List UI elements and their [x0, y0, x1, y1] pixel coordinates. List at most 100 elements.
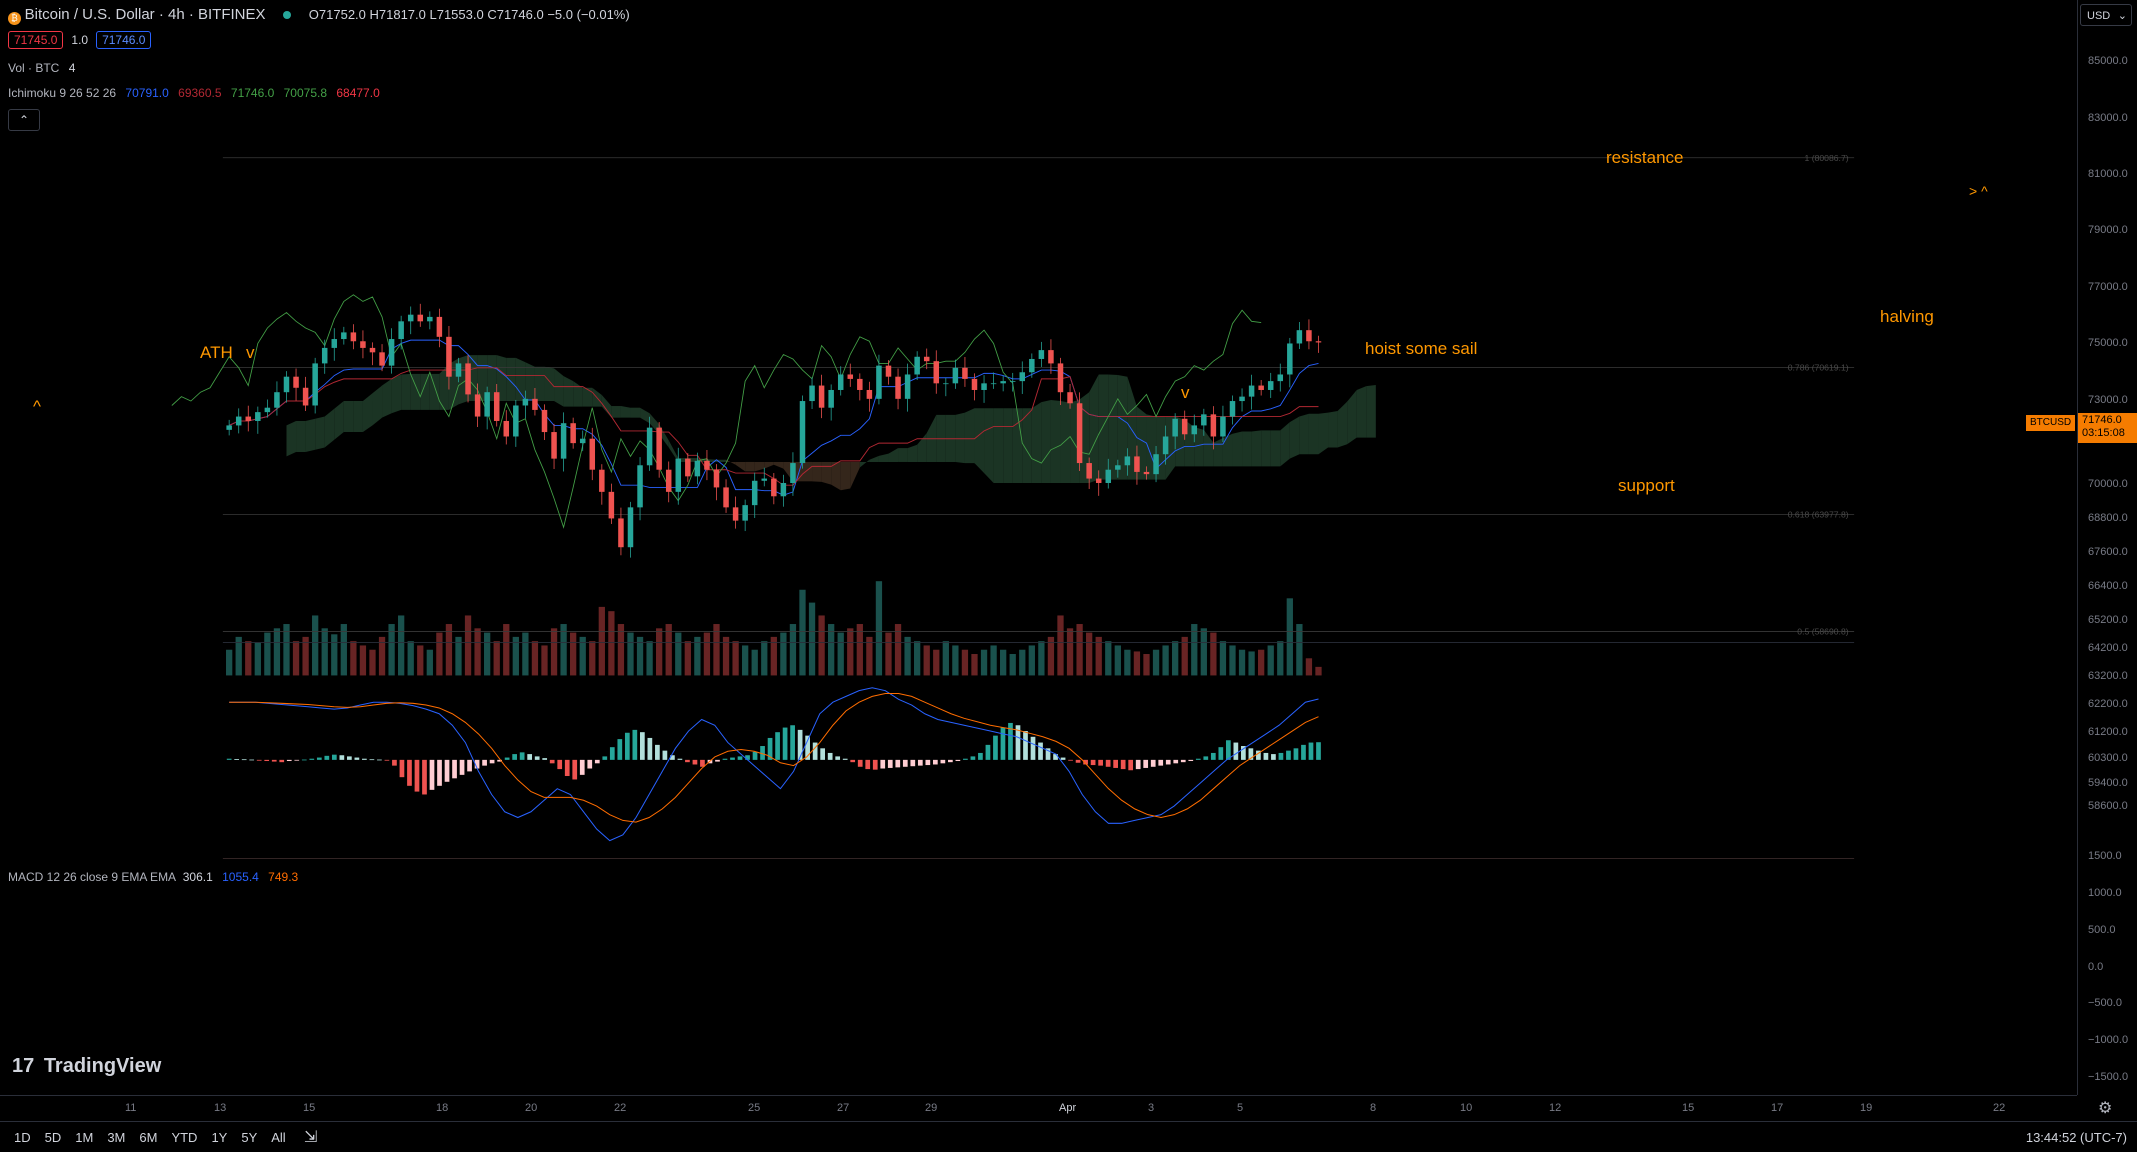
currency-value: USD [2087, 10, 2111, 22]
v-marker[interactable]: v [1181, 383, 1190, 402]
macd-histogram-bar [617, 739, 623, 760]
currency-select[interactable]: USD ⌄ [2080, 4, 2132, 26]
macd-histogram-bar [1203, 756, 1209, 760]
cloud-segment [1108, 374, 1118, 480]
candle-body [618, 518, 624, 548]
macd-histogram-bar [940, 759, 946, 764]
market-status-icon[interactable] [283, 11, 292, 19]
volume-bar [312, 615, 319, 676]
cloud-segment [1003, 408, 1013, 483]
volume-bar [264, 632, 271, 676]
cloud-segment [315, 416, 325, 450]
cloud-segment [582, 387, 593, 407]
time-tick-label: 12 [1549, 1102, 1562, 1114]
macd-histogram-bar [715, 759, 720, 762]
volume-bar [292, 641, 300, 676]
macd-histogram-bar [775, 732, 780, 760]
range-button-5y[interactable]: 5Y [241, 1130, 258, 1145]
symbol-title[interactable]: Bitcoin / U.S. Dollar · 4h · BITFINEX [24, 6, 266, 23]
price-tick-label: 62200.0 [2088, 698, 2128, 711]
range-button-1y[interactable]: 1Y [211, 1130, 228, 1145]
price-tick-label: 77000.0 [2088, 280, 2128, 293]
macd-histogram-bar [970, 756, 976, 760]
range-button-6m[interactable]: 6M [139, 1130, 158, 1145]
macd-histogram-bar [963, 758, 968, 760]
candle-body [465, 363, 471, 395]
candle-body [990, 383, 997, 385]
candle-body [541, 409, 548, 433]
volume-bar [1219, 641, 1227, 676]
fib-label: 0.786 (70619.1) [1788, 363, 1849, 373]
time-tick-label: 15 [1682, 1102, 1695, 1114]
macd-histogram-bar [917, 759, 923, 766]
macd-histogram-bar [1293, 748, 1299, 760]
chikou-value: 71746.0 [230, 86, 275, 100]
tradingview-logo[interactable]: 17 TradingView [12, 1055, 161, 1078]
volume-bar [818, 615, 825, 676]
volume-legend[interactable]: Vol · BTC 4 [8, 61, 75, 75]
volume-bar [1019, 649, 1026, 676]
range-button-1d[interactable]: 1D [14, 1130, 31, 1145]
volume-bar [1028, 645, 1035, 676]
candle-body [1134, 456, 1140, 472]
macd-histogram-bar [632, 729, 638, 760]
volume-bar [455, 636, 462, 676]
range-button-ytd[interactable]: YTD [171, 1130, 198, 1145]
range-button-1m[interactable]: 1M [75, 1130, 94, 1145]
range-button-all[interactable]: All [271, 1130, 286, 1145]
macd-histogram-bar [1128, 759, 1134, 771]
candle-body [866, 389, 873, 399]
cloud-segment [888, 448, 899, 462]
candle-body [732, 507, 739, 521]
macd-histogram-bar [294, 759, 300, 761]
candle-body [971, 378, 978, 390]
macd-histogram-bar [639, 732, 645, 760]
collapse-legend-button[interactable]: ⌃ [8, 109, 40, 131]
arrow-marker[interactable]: > ^ [1969, 183, 1988, 199]
ath-marker[interactable]: v [246, 343, 255, 362]
ath-label[interactable]: ATH [200, 343, 233, 362]
settings-gear-icon[interactable]: ⚙ [2098, 1100, 2113, 1117]
time-axis[interactable]: 11 13 15 18 20 22 25 27 29 Apr 3 5 8 10 12 15 17 19 22 [0, 1095, 2077, 1122]
candle-body [1048, 350, 1054, 364]
macd-histogram-bar [602, 756, 608, 760]
macd-histogram-bar [1173, 759, 1179, 764]
macd-histogram-bar [887, 759, 893, 768]
macd-histogram-bar [978, 752, 983, 760]
candle-body [809, 385, 815, 402]
support-label[interactable]: support [1618, 476, 1675, 495]
macd-histogram-bar [865, 759, 871, 770]
macd-histogram-bar [422, 759, 427, 795]
volume-bar [1277, 641, 1284, 676]
volume-bar [245, 641, 252, 676]
resistance-label[interactable]: resistance [1606, 148, 1684, 167]
cloud-segment [773, 461, 784, 469]
ichimoku-legend[interactable]: Ichimoku 9 26 52 26 70791.0 69360.5 7174… [8, 86, 380, 100]
price-tick-label: 67600.0 [2088, 545, 2128, 558]
clock-timezone[interactable]: 13:44:52 (UTC-7) [2025, 1130, 2127, 1145]
macd-histogram-bar [797, 729, 803, 760]
price-axis[interactable]: USD ⌄ 85000.0 83000.0 81000.0 79000.0 77000.… [2077, 0, 2137, 1095]
candle-body [1287, 343, 1293, 375]
macd-histogram-bar [1158, 759, 1164, 766]
sell-button[interactable]: 71745.0 [8, 31, 64, 49]
range-button-3m[interactable]: 3M [107, 1130, 126, 1145]
ohlc-values: O71752.0 H71817.0 L71553.0 C71746.0 −5.0… [308, 7, 630, 22]
halving-label[interactable]: halving [1880, 307, 1934, 326]
candle-countdown: 03:15:08 [2082, 427, 2125, 439]
range-button-5d[interactable]: 5D [44, 1130, 62, 1145]
current-price: 71746.0 [2082, 414, 2122, 426]
candle-body [1076, 403, 1083, 464]
cloud-segment [1012, 408, 1023, 483]
caret-marker[interactable]: ^ [33, 397, 41, 416]
cloud-segment [831, 461, 841, 491]
volume-bar [436, 632, 443, 676]
candle-body [1258, 385, 1264, 390]
hoist-label[interactable]: hoist some sail [1365, 339, 1478, 358]
calendar-goto-icon[interactable]: ⇲ [304, 1129, 318, 1146]
macd-legend[interactable]: MACD 12 26 close 9 EMA EMA 306.1 1055.4 … [8, 870, 298, 884]
buy-button[interactable]: 71746.0 [96, 31, 152, 49]
volume-bar [226, 649, 233, 676]
macd-histogram-bar [316, 757, 322, 760]
price-chart[interactable]: 1 (80086.7) 0.786 (70619.1) 0.618 (63977.8… [0, 0, 2077, 860]
